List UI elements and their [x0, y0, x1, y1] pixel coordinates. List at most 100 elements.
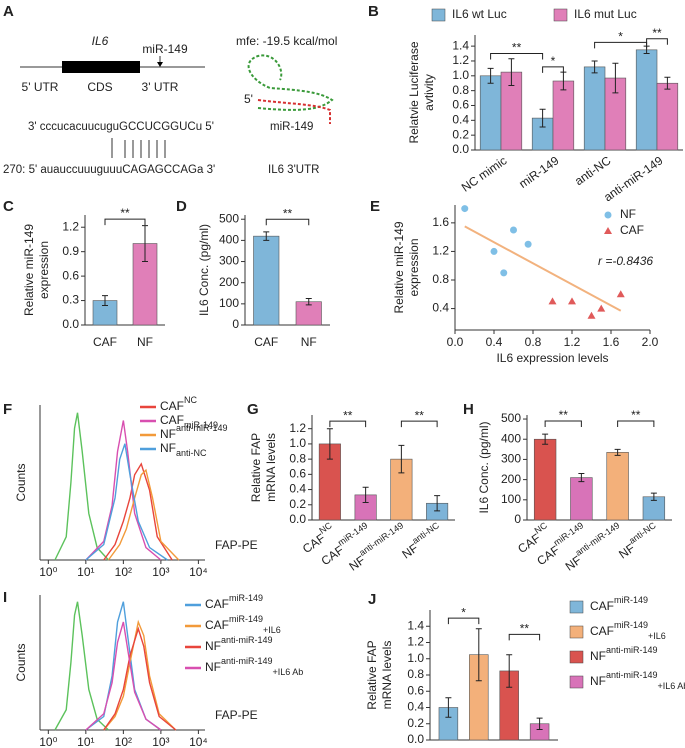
y-tick-label: 1.0 — [407, 651, 424, 665]
category-name: NF — [137, 335, 153, 349]
error-bar — [614, 448, 621, 456]
histogram-curve — [103, 619, 177, 731]
y-axis-label: mRNA levels — [380, 641, 394, 710]
bar — [583, 66, 606, 151]
significance-bracket — [447, 617, 480, 625]
legend-tag: anti-NC — [176, 448, 207, 458]
panel-label: C — [3, 198, 14, 215]
histogram-curve — [54, 601, 109, 731]
panel-label: J — [368, 591, 376, 608]
hairpin-end: 5' — [244, 92, 253, 106]
significance-label: ** — [559, 408, 569, 422]
trendline — [464, 225, 622, 312]
legend-name: CAF — [205, 618, 229, 632]
legend-label: NFanti-NC — [160, 441, 207, 458]
y-axis-label: expression — [37, 241, 51, 299]
legend-name: NF — [590, 649, 606, 663]
legend-tag: miR-149 — [229, 614, 263, 624]
legend-name: CAF — [590, 624, 614, 638]
x-tick-label: NC mimic — [459, 154, 510, 195]
hairpin-mirna — [257, 99, 331, 124]
legend-name: CAF — [590, 599, 614, 613]
legend-name: IL6 wt Luc — [452, 7, 507, 21]
category-name: CAF — [254, 335, 278, 349]
error-bar — [142, 225, 148, 262]
x-tick-label: CAF — [254, 335, 278, 349]
error-bar — [398, 444, 405, 474]
legend-tag: anti-miR-149 — [221, 656, 273, 666]
legend-label: NFanti-miR-149 — [590, 645, 658, 663]
x-tick-label: 10¹ — [77, 565, 94, 579]
significance-label: ** — [343, 408, 353, 422]
significance-label: ** — [283, 206, 293, 220]
y-tick-label: 1.0 — [289, 436, 306, 450]
legend-name: NF — [590, 674, 606, 688]
panel-label: H — [463, 401, 474, 418]
utr5-label: 5' UTR — [22, 80, 59, 94]
point — [568, 297, 576, 305]
legend-swatch — [604, 227, 612, 234]
legend-name: NF — [160, 427, 176, 441]
legend-name: CAF — [205, 597, 229, 611]
legend-name: CAF — [620, 223, 644, 237]
legend-label: CAFmiR-149 — [160, 413, 218, 430]
x-tick-label: NFanti-NC — [397, 520, 446, 562]
bar — [606, 452, 629, 521]
y-tick-label: 1.2 — [289, 421, 306, 435]
error-bar — [305, 298, 312, 306]
category-tag: anti-NC — [410, 520, 441, 546]
significance-bracket — [542, 66, 564, 73]
error-bar — [487, 67, 494, 84]
y-tick-label: 0.0 — [62, 317, 79, 331]
x-tick-label: 10² — [115, 735, 132, 748]
legend-name: NF — [205, 660, 221, 674]
panel-label: E — [370, 198, 380, 215]
y-tick-label: 100 — [501, 492, 521, 506]
x-tick-label: 0.4 — [486, 335, 503, 349]
y-tick-label: 0.6 — [289, 467, 306, 481]
arrow-head — [157, 62, 163, 67]
panel-label: G — [247, 401, 259, 418]
y-tick-label: 0.0 — [407, 732, 424, 746]
x-tick-label: 0.0 — [447, 335, 464, 349]
histogram-curve — [103, 462, 173, 561]
legend-swatch — [604, 211, 612, 219]
bar — [635, 49, 658, 151]
y-axis-label: Relatvie Luciferase — [407, 41, 421, 143]
error-bar — [506, 654, 513, 688]
histogram-curve — [85, 621, 162, 731]
y-tick-label: 0.2 — [407, 716, 424, 730]
histogram-curve — [54, 412, 109, 561]
legend-label: NFanti-miR-149+IL6 Ab — [205, 656, 303, 677]
x-tick-label: 1.2 — [564, 335, 581, 349]
x-tick-label: NF — [137, 335, 153, 349]
error-bar — [263, 231, 270, 241]
error-bar — [650, 492, 657, 501]
point — [500, 269, 508, 277]
legend-label: IL6 wt Luc — [452, 7, 507, 21]
category-tag: anti-NC — [627, 520, 658, 546]
legend-name: NF — [160, 441, 176, 455]
y-tick-label: 0.4 — [432, 301, 449, 315]
y-axis-label: IL6 Conc. (pg/ml) — [477, 421, 491, 513]
y-tick-label: 400 — [219, 233, 239, 247]
utr3-label: 3' UTR — [142, 80, 179, 94]
point — [597, 304, 606, 312]
legend-tag: miR-149 — [184, 420, 218, 430]
y-tick-label: 0.4 — [452, 112, 469, 126]
y-tick-label: 0.0 — [289, 512, 306, 526]
panel-label: D — [176, 198, 187, 215]
x-tick-label: 10³ — [152, 565, 169, 579]
legend-name: NF — [620, 207, 636, 221]
legend-label: NFanti-miR-149+IL6 Ab — [590, 670, 685, 691]
panel-label: F — [3, 401, 12, 418]
y-tick-label: 1.2 — [432, 244, 449, 258]
x-tick-label: CAF — [93, 335, 117, 349]
y-tick-label: 100 — [219, 296, 239, 310]
mirna-name: miR-149 — [270, 121, 313, 133]
x-tick-label: NF — [301, 335, 317, 349]
error-bar — [445, 697, 452, 718]
cds-box — [62, 61, 140, 73]
significance-bracket — [265, 218, 310, 226]
